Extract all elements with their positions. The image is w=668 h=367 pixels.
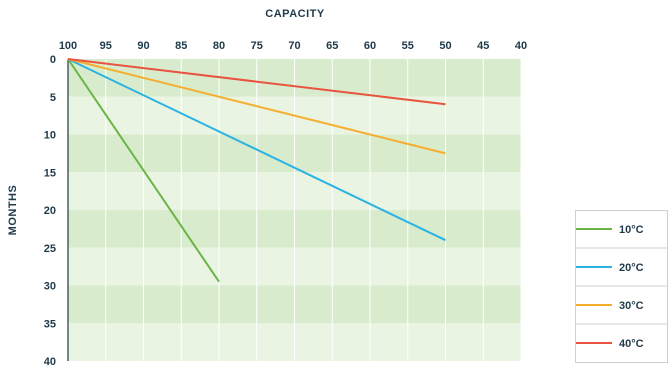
y-tick-label: 15 <box>44 167 56 179</box>
series-line-20c <box>67 58 446 242</box>
y-axis-title: MONTHS <box>7 185 19 236</box>
x-tick-label: 70 <box>288 40 300 52</box>
legend-label: 10°C <box>619 224 644 236</box>
x-axis-title: CAPACITY <box>265 8 325 20</box>
x-tick-label: 40 <box>515 40 527 52</box>
series-lines <box>67 58 446 283</box>
x-tick-label: 45 <box>477 40 489 52</box>
x-tick-label: 80 <box>213 40 225 52</box>
x-tick-label: 60 <box>364 40 376 52</box>
y-tick-label: 30 <box>44 281 56 293</box>
y-tick-label: 35 <box>44 318 56 330</box>
legend-label: 30°C <box>619 300 644 312</box>
x-tick-label: 85 <box>175 40 187 52</box>
x-tick-label: 50 <box>439 40 451 52</box>
legend-label: 20°C <box>619 262 644 274</box>
x-tick-label: 55 <box>402 40 414 52</box>
x-tick-label: 100 <box>59 40 77 52</box>
y-tick-labels: 0 5 10 15 20 25 30 35 40 <box>44 54 56 367</box>
x-tick-label: 75 <box>251 40 263 52</box>
y-tick-label: 10 <box>44 130 56 142</box>
legend-label: 40°C <box>619 338 644 350</box>
grid-lines <box>67 59 522 361</box>
x-tick-label: 95 <box>100 40 112 52</box>
y-tick-label: 5 <box>50 92 56 104</box>
y-tick-label: 25 <box>44 243 56 255</box>
legend: 10°C 20°C 30°C 40°C <box>575 210 668 363</box>
y-tick-label: 40 <box>44 356 56 367</box>
series-line-10c <box>67 58 220 283</box>
x-tick-label: 90 <box>137 40 149 52</box>
x-tick-label: 65 <box>326 40 338 52</box>
y-tick-label: 20 <box>44 205 56 217</box>
series-line-30c <box>67 58 446 155</box>
y-tick-label: 0 <box>50 54 56 66</box>
x-tick-labels: 100 95 90 85 80 75 70 65 60 55 50 45 40 <box>59 40 527 52</box>
series-line-40c <box>67 58 446 106</box>
